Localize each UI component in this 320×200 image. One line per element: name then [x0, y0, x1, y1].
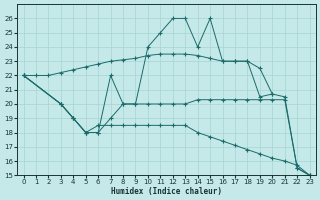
X-axis label: Humidex (Indice chaleur): Humidex (Indice chaleur): [111, 187, 222, 196]
